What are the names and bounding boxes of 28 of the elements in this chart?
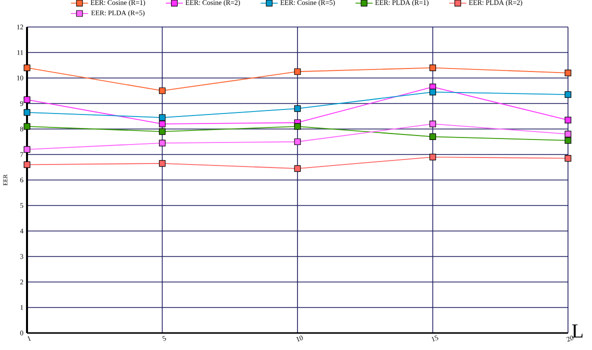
point xyxy=(158,140,166,146)
point xyxy=(24,64,30,72)
point xyxy=(158,160,166,167)
point xyxy=(429,88,436,96)
point xyxy=(429,64,436,72)
point xyxy=(294,123,301,130)
point xyxy=(24,146,30,153)
point xyxy=(158,120,166,128)
point xyxy=(158,87,166,94)
point xyxy=(429,120,436,128)
point xyxy=(294,138,301,146)
point xyxy=(294,105,301,112)
point xyxy=(158,114,166,121)
point xyxy=(24,96,30,103)
point xyxy=(564,116,572,124)
point xyxy=(564,70,572,76)
point xyxy=(564,130,572,138)
point xyxy=(429,154,436,160)
point xyxy=(564,91,572,98)
point xyxy=(564,155,572,162)
point xyxy=(294,165,301,172)
point xyxy=(24,109,30,116)
point xyxy=(24,123,30,130)
point xyxy=(158,128,166,135)
point xyxy=(564,137,572,144)
point xyxy=(429,133,436,140)
point xyxy=(294,68,301,75)
point xyxy=(24,161,30,168)
